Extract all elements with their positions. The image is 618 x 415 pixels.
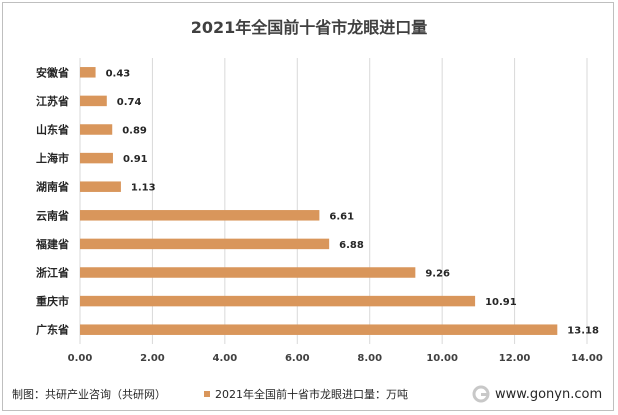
bar xyxy=(80,238,330,250)
x-tick-label: 6.00 xyxy=(285,353,310,364)
category-label: 浙江省 xyxy=(36,266,69,280)
chart-title: 2021年全国前十省市龙眼进口量 xyxy=(190,18,428,37)
category-label: 福建省 xyxy=(35,237,69,251)
category-label: 江苏省 xyxy=(36,94,69,108)
category-label: 湖南省 xyxy=(36,180,69,194)
x-tick-label: 10.00 xyxy=(426,353,458,364)
bar xyxy=(80,267,416,278)
bar xyxy=(80,95,107,107)
legend-label: 2021年全国前十省市龙眼进口量：万吨 xyxy=(215,388,408,401)
data-label: 13.18 xyxy=(567,326,599,337)
source-note: 制图：共研产业咨询（共研网） xyxy=(12,388,166,401)
gonyn-logo-icon xyxy=(472,385,490,403)
data-label: 0.91 xyxy=(123,154,148,165)
x-tick-label: 4.00 xyxy=(213,353,238,364)
data-label: 0.43 xyxy=(106,68,131,79)
data-label: 9.26 xyxy=(425,269,450,280)
bar xyxy=(80,124,113,135)
category-label: 安徽省 xyxy=(36,65,69,79)
x-tick-label: 2.00 xyxy=(140,353,165,364)
legend: 2021年全国前十省市龙眼进口量：万吨 xyxy=(204,386,408,402)
x-tick-label: 0.00 xyxy=(68,353,93,364)
category-label: 山东省 xyxy=(36,123,69,137)
data-label: 6.88 xyxy=(339,240,364,251)
data-label: 0.89 xyxy=(122,126,147,137)
legend-swatch xyxy=(204,391,210,397)
brand-url: www.gonyn.com xyxy=(495,386,603,402)
x-tick-label: 12.00 xyxy=(499,353,531,364)
bar xyxy=(80,210,320,221)
category-label: 广东省 xyxy=(36,323,69,337)
category-label: 上海市 xyxy=(36,151,69,165)
category-label: 云南省 xyxy=(36,208,69,222)
bar xyxy=(80,152,113,164)
category-label: 重庆市 xyxy=(36,294,69,308)
data-label: 0.74 xyxy=(117,97,142,108)
x-tick-label: 8.00 xyxy=(357,353,382,364)
x-tick-label: 14.00 xyxy=(571,353,603,364)
brand: www.gonyn.com xyxy=(472,385,602,403)
chart-frame xyxy=(2,2,614,411)
bar xyxy=(80,181,121,192)
bar xyxy=(80,295,476,307)
data-label: 1.13 xyxy=(131,183,156,194)
data-label: 10.91 xyxy=(485,297,517,308)
data-label: 6.61 xyxy=(329,211,354,222)
bar xyxy=(80,67,96,78)
bar xyxy=(80,324,558,335)
